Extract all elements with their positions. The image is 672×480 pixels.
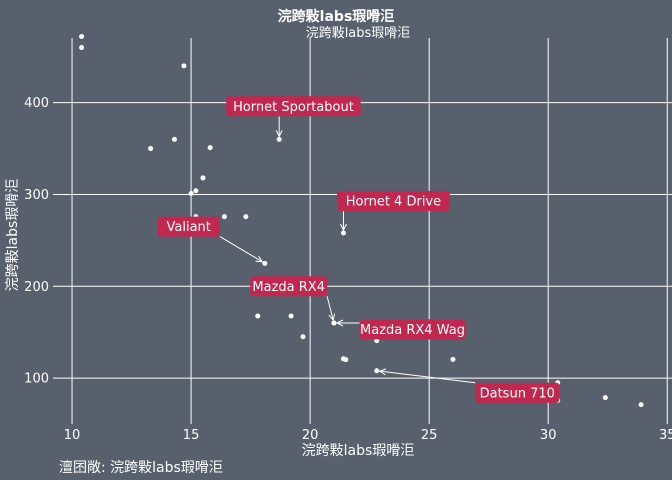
x-tick-label: 15: [183, 428, 200, 443]
annotation-connector: [379, 370, 476, 384]
annotation-connector: [326, 296, 334, 321]
data-point: [262, 260, 268, 266]
data-point: [181, 63, 187, 69]
data-point: [300, 334, 306, 340]
data-point: [200, 175, 206, 181]
annotation-label: Mazda RX4: [252, 280, 325, 295]
annotation-connector: [219, 236, 263, 263]
data-point: [148, 146, 154, 152]
x-tick-label: 30: [540, 428, 557, 443]
annotation-label-box: [359, 319, 466, 340]
annotation-label-box: [157, 216, 220, 237]
data-point: [340, 230, 346, 236]
data-point: [188, 191, 194, 197]
annotation-label: Valiant: [167, 220, 211, 235]
chart-caption: 澶囨敞: 浣跨敤labs瑕嗗洰: [59, 459, 223, 476]
annotation-label-box: [337, 190, 450, 211]
point-annotation: Mazda RX4 Wag: [335, 319, 466, 340]
data-point: [79, 34, 85, 40]
annotation-label: Datsun 710: [480, 386, 555, 401]
data-point: [79, 45, 85, 51]
annotation-label-box: [475, 382, 560, 403]
x-axis-label: 浣跨敤labs瑕嗗洰: [302, 443, 415, 459]
x-tick-label: 10: [64, 428, 81, 443]
point-annotation: Hornet 4 Drive: [337, 190, 450, 232]
annotation-label-box: [250, 276, 328, 297]
y-tick-label: 400: [24, 96, 49, 111]
point-annotation: Datsun 710: [378, 368, 560, 403]
y-tick-label: 200: [24, 280, 49, 295]
chart-subtitle: 浣跨敤labs瑕嗗洰: [306, 25, 411, 41]
annotation-arrowhead: [340, 223, 347, 232]
data-point: [193, 188, 199, 194]
data-point: [255, 313, 261, 319]
x-tick-label: 35: [659, 428, 672, 443]
data-point: [638, 402, 644, 408]
tick-labels: 10 15 20 25 30 35 100 200 300 400: [24, 96, 672, 443]
data-point: [374, 368, 380, 374]
point-annotation: Mazda RX4: [250, 276, 336, 322]
annotation-label: Hornet Sportabout: [233, 100, 354, 115]
point-annotation: Hornet Sportabout: [226, 96, 361, 138]
data-point: [331, 320, 337, 326]
chart-title: 浣跨敤labs瑕嗗洰: [278, 8, 395, 25]
data-point: [243, 214, 249, 220]
annotation-arrowhead: [255, 255, 264, 263]
annotation-label: Hornet 4 Drive: [346, 194, 441, 209]
x-tick-label: 20: [302, 428, 319, 443]
point-annotation: Valiant: [157, 216, 264, 263]
data-point: [276, 136, 282, 142]
annotation-label-box: [226, 96, 361, 117]
annotations: Mazda RX4 Mazda RX4 Wag Datsun 710 Hornet 4…: [157, 96, 560, 403]
y-axis-label: 浣跨敤labs瑕嗗洰: [5, 179, 21, 292]
data-point: [288, 313, 294, 319]
data-point: [207, 145, 213, 151]
annotation-label: Mazda RX4 Wag: [360, 323, 465, 338]
data-point: [340, 356, 346, 362]
y-tick-label: 300: [24, 188, 49, 203]
x-tick-label: 25: [421, 428, 438, 443]
data-point: [602, 395, 608, 401]
data-point: [221, 214, 227, 220]
annotation-arrowhead: [378, 368, 387, 376]
y-tick-label: 100: [24, 372, 49, 387]
annotation-arrowhead: [328, 313, 336, 322]
annotation-arrowhead: [275, 130, 283, 138]
data-point: [450, 356, 456, 362]
annotation-arrowhead: [335, 319, 344, 327]
data-point: [171, 136, 177, 142]
